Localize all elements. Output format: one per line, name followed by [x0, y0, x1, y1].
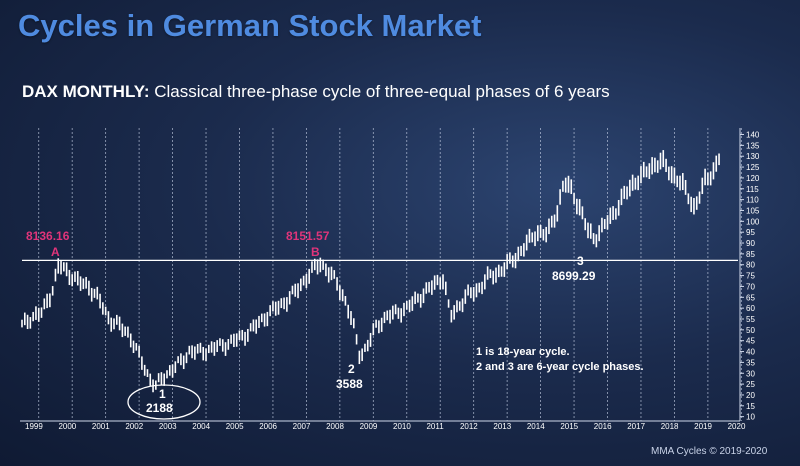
subtitle-rest: Classical three-phase cycle of three-equ…	[149, 82, 610, 101]
y-tick-label: 115	[746, 185, 759, 194]
y-tick-label: 50	[746, 326, 755, 335]
y-tick-label: 85	[746, 250, 755, 259]
footer-credit: MMA Cycles © 2019-2020	[651, 446, 768, 457]
chart-subtitle: DAX MONTHLY: Classical three-phase cycle…	[22, 82, 610, 102]
y-tick-label: 30	[746, 369, 755, 378]
x-tick-label: 2014	[527, 422, 545, 431]
mid-3-value: 8699.29	[552, 269, 596, 283]
y-tick-label: 55	[746, 315, 755, 324]
x-tick-label: 2015	[560, 422, 578, 431]
x-tick-label: 2019	[694, 422, 712, 431]
y-tick-label: 120	[746, 174, 760, 183]
x-tick-label: 2010	[393, 422, 411, 431]
x-tick-label: 2016	[594, 422, 612, 431]
price-bars	[21, 150, 720, 393]
note-line-1: 1 is 18-year cycle.	[476, 346, 570, 358]
x-tick-label: 2002	[125, 422, 143, 431]
y-tick-label: 25	[746, 380, 755, 389]
x-tick-label: 2007	[293, 422, 311, 431]
y-tick-label: 65	[746, 293, 755, 302]
y-tick-label: 100	[746, 217, 760, 226]
x-tick-label: 2017	[627, 422, 645, 431]
subtitle-bold: DAX MONTHLY:	[22, 82, 150, 101]
x-axis-ticks: 1999 2000 2001 2002 2003 2004 2005 2006 2007 2008…	[25, 422, 746, 431]
y-tick-label: 140	[746, 131, 760, 140]
y-tick-label: 15	[746, 402, 755, 411]
low-1-value: 2188	[146, 401, 173, 415]
y-tick-label: 75	[746, 272, 755, 281]
x-tick-label: 2004	[192, 422, 210, 431]
note-line-2: 2 and 3 are 6-year cycle phases.	[476, 361, 644, 373]
y-tick-label: 60	[746, 304, 755, 313]
low-2-label: 2	[348, 362, 355, 376]
vertical-gridlines	[38, 128, 742, 421]
low-1-label: 1	[159, 387, 166, 401]
peak-a-value: 8136.16	[26, 229, 70, 243]
y-tick-label: 90	[746, 239, 755, 248]
x-tick-label: 2008	[326, 422, 344, 431]
low-1-circle	[127, 384, 201, 420]
x-tick-label: 2020	[728, 422, 746, 431]
x-tick-label: 2006	[259, 422, 277, 431]
x-tick-label: 2012	[460, 422, 478, 431]
y-tick-label: 70	[746, 282, 755, 291]
x-tick-label: 2005	[226, 422, 244, 431]
y-tick-label: 130	[746, 152, 760, 161]
peak-b-letter: B	[311, 245, 320, 259]
x-tick-label: 1999	[25, 422, 43, 431]
x-tick-label: 2000	[58, 422, 76, 431]
y-tick-label: 35	[746, 358, 755, 367]
low-2-value: 3588	[336, 377, 363, 391]
x-tick-label: 2011	[426, 422, 444, 431]
y-tick-label: 45	[746, 337, 755, 346]
x-tick-label: 2003	[159, 422, 177, 431]
mid-3-label: 3	[577, 254, 584, 268]
peak-a-letter: A	[51, 245, 60, 259]
y-tick-label: 40	[746, 348, 755, 357]
x-tick-label: 2009	[360, 422, 378, 431]
y-tick-label: 135	[746, 141, 760, 150]
x-tick-label: 2018	[661, 422, 679, 431]
x-tick-label: 2013	[493, 422, 511, 431]
y-tick-label: 20	[746, 391, 755, 400]
y-tick-label: 125	[746, 163, 760, 172]
y-tick-label: 110	[746, 196, 759, 205]
y-tick-label: 95	[746, 228, 755, 237]
peak-b-value: 8151.57	[286, 229, 330, 243]
page-title: Cycles in German Stock Market	[18, 8, 482, 43]
y-tick-label: 105	[746, 206, 760, 215]
y-tick-label: 80	[746, 261, 755, 270]
x-tick-label: 2001	[92, 422, 110, 431]
y-tick-label: 10	[746, 413, 755, 422]
